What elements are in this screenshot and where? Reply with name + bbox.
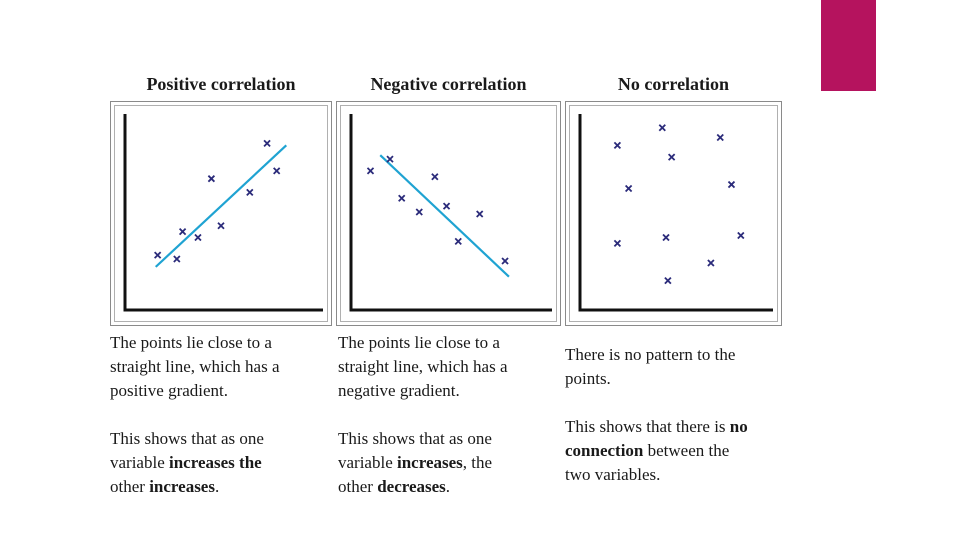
chart-panel-none <box>565 101 782 326</box>
trend-line <box>379 154 510 278</box>
caption-positive-description: The points lie close to a straight line,… <box>110 333 280 400</box>
data-point-stroke <box>737 231 745 240</box>
chart-panel-positive <box>110 101 332 326</box>
data-point-stroke <box>246 188 254 197</box>
caption-positive: The points lie close to a straight line,… <box>110 331 280 499</box>
data-point-stroke <box>431 173 439 181</box>
data-point <box>716 133 724 142</box>
caption-text: This shows that there is <box>565 417 730 436</box>
data-point <box>194 233 202 242</box>
trend-line <box>154 144 288 268</box>
chart-positive <box>123 114 323 312</box>
accent-bar <box>821 0 876 91</box>
caption-text: . <box>214 477 220 496</box>
data-point <box>217 222 225 230</box>
data-point-stroke <box>613 141 622 149</box>
chart-title-negative: Negative correlation <box>370 74 527 94</box>
chart-title-none: No correlation <box>617 74 730 94</box>
data-point <box>664 276 672 285</box>
caption-none-description: There is no pattern to the points. <box>565 345 736 388</box>
data-point-stroke <box>716 133 724 142</box>
data-point <box>613 141 622 149</box>
data-point-stroke <box>207 175 216 183</box>
data-point-stroke <box>658 124 666 132</box>
caption-negative-description: The points lie close to a straight line,… <box>338 333 508 400</box>
data-point <box>707 259 715 267</box>
chart-none <box>578 114 773 312</box>
data-point-stroke <box>442 202 451 210</box>
data-point <box>154 251 162 259</box>
chart-negative <box>349 114 552 312</box>
data-point-stroke <box>194 233 202 242</box>
data-point <box>501 257 509 265</box>
data-point <box>662 233 670 242</box>
data-point <box>727 180 736 189</box>
data-point <box>431 173 439 181</box>
data-point-stroke <box>154 251 162 259</box>
data-point <box>246 188 254 197</box>
data-point <box>624 184 633 193</box>
caption-text: between the two variables. <box>565 441 730 484</box>
data-point <box>207 175 216 183</box>
data-point <box>386 155 394 163</box>
data-point-stroke <box>178 227 187 236</box>
data-point <box>173 255 181 263</box>
data-point <box>613 239 622 247</box>
caption-none: There is no pattern to the points. This … <box>565 343 748 487</box>
caption-text: other <box>110 477 145 496</box>
data-point-stroke <box>415 208 423 216</box>
data-point-stroke <box>727 180 736 189</box>
caption-emphasis: increases <box>397 453 463 472</box>
data-point-stroke <box>273 167 281 175</box>
data-point-stroke <box>707 259 715 267</box>
data-point-stroke <box>398 194 406 202</box>
data-point <box>178 227 187 236</box>
data-point-stroke <box>476 210 484 218</box>
data-point <box>658 124 666 132</box>
caption-emphasis: increases <box>149 477 215 496</box>
data-point <box>366 167 375 175</box>
caption-text: . <box>445 477 451 496</box>
data-point-stroke <box>173 255 181 263</box>
data-point-stroke <box>667 153 676 161</box>
data-point <box>263 139 271 148</box>
data-point <box>454 237 462 246</box>
data-point-stroke <box>662 233 670 242</box>
chart-title-positive: Positive correlation <box>146 74 296 94</box>
data-point-stroke <box>454 237 462 246</box>
data-point-stroke <box>613 239 622 247</box>
caption-text: , the other <box>338 453 493 496</box>
caption-emphasis: decreases <box>377 477 446 496</box>
data-point <box>442 202 451 210</box>
data-point <box>415 208 423 216</box>
data-point <box>273 167 281 175</box>
caption-text: This shows that as one variable <box>338 429 492 472</box>
data-point <box>398 194 406 202</box>
data-point-stroke <box>263 139 271 148</box>
data-point-stroke <box>664 276 672 285</box>
caption-negative-meaning: This shows that as one variable increase… <box>338 427 508 499</box>
caption-none-meaning: This shows that there is no connection b… <box>565 415 748 487</box>
data-point-stroke <box>217 222 225 230</box>
data-point <box>476 210 484 218</box>
data-point-stroke <box>501 257 509 265</box>
data-point-stroke <box>386 155 394 163</box>
data-point-stroke <box>624 184 633 193</box>
data-point <box>737 231 745 240</box>
caption-emphasis: no connection <box>565 417 748 460</box>
caption-positive-meaning: This shows that as one variable increase… <box>110 427 280 499</box>
data-point-stroke <box>366 167 375 175</box>
data-point <box>667 153 676 161</box>
chart-panel-negative <box>336 101 561 326</box>
caption-negative: The points lie close to a straight line,… <box>338 331 508 499</box>
caption-emphasis: increases the <box>169 453 262 472</box>
caption-text: This shows that as one variable <box>110 429 264 472</box>
